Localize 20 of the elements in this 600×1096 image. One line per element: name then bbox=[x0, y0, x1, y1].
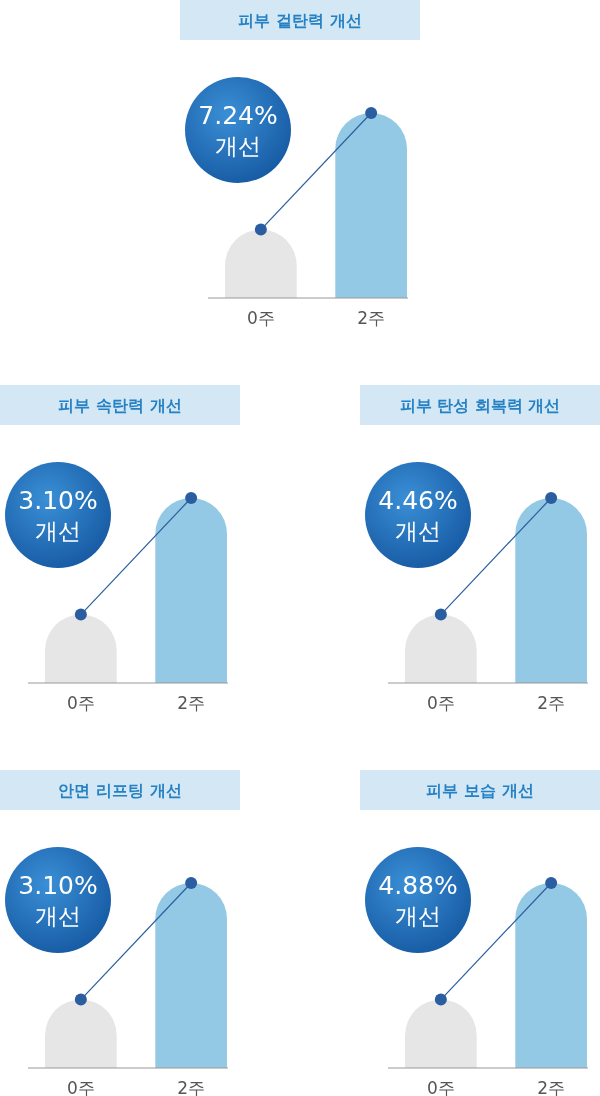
x-tick-label: 0주 bbox=[66, 1078, 95, 1096]
chart-title: 안면 리프팅 개선 bbox=[58, 781, 182, 800]
annotation: 4.88% 개선 bbox=[378, 871, 458, 929]
chart-title: 피부 속탄력 개선 bbox=[58, 396, 182, 415]
chart-title: 피부 보습 개선 bbox=[426, 781, 534, 800]
x-tick-label: 2주 bbox=[177, 1078, 206, 1096]
x-tick-label: 0주 bbox=[426, 693, 455, 713]
chart-title: 피부 겉탄력 개선 bbox=[238, 11, 362, 30]
annotation: 3.10% 개선 bbox=[18, 871, 98, 929]
annotation: 4.46% 개선 bbox=[378, 486, 458, 544]
x-tick-label: 2주 bbox=[357, 308, 386, 328]
x-tick-label: 2주 bbox=[177, 693, 206, 713]
x-tick-label: 0주 bbox=[66, 693, 95, 713]
x-tick-label: 0주 bbox=[426, 1078, 455, 1096]
annotation: 3.10% 개선 bbox=[18, 486, 98, 544]
x-tick-label: 2주 bbox=[537, 693, 566, 713]
chart-title: 피부 탄성 회복력 개선 bbox=[399, 396, 561, 415]
x-tick-label: 2주 bbox=[537, 1078, 566, 1096]
x-tick-label: 0주 bbox=[246, 308, 275, 328]
annotation: 7.24% 개선 bbox=[198, 101, 278, 159]
